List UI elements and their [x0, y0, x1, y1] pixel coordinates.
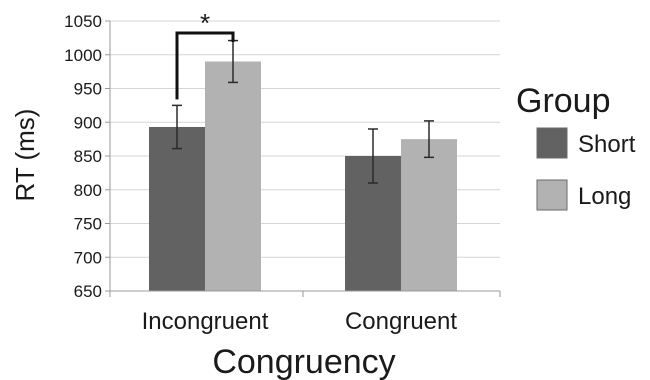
y-tick-label: 800 — [74, 181, 102, 200]
legend: Group Short Long — [516, 82, 636, 210]
y-tick-label: 700 — [74, 248, 102, 267]
y-tick-label: 900 — [74, 113, 102, 132]
y-tick-label: 650 — [74, 282, 102, 301]
bar — [205, 62, 261, 292]
y-tick-label: 850 — [74, 147, 102, 166]
bars — [149, 62, 457, 292]
y-tick-label: 1050 — [64, 12, 102, 31]
bar — [149, 127, 205, 291]
legend-title: Group — [516, 82, 611, 120]
x-category-label: Congruent — [345, 308, 457, 335]
x-axis-categories: Incongruent Congruent — [142, 308, 458, 335]
legend-label: Short — [578, 131, 636, 158]
y-tick-label: 750 — [74, 215, 102, 234]
y-tick-label: 1000 — [64, 46, 102, 65]
x-axis-title: Congruency — [212, 343, 395, 380]
x-category-label: Incongruent — [142, 308, 269, 335]
y-tick-label: 950 — [74, 80, 102, 99]
significance-star: * — [200, 8, 210, 38]
legend-swatch — [537, 128, 567, 158]
y-axis-ticks: 650 700 750 800 850 900 950 1000 1050 — [64, 12, 110, 301]
legend-label: Long — [578, 183, 631, 210]
legend-swatch — [537, 180, 567, 210]
y-axis-title: RT (ms) — [10, 109, 40, 202]
bar — [401, 139, 457, 291]
